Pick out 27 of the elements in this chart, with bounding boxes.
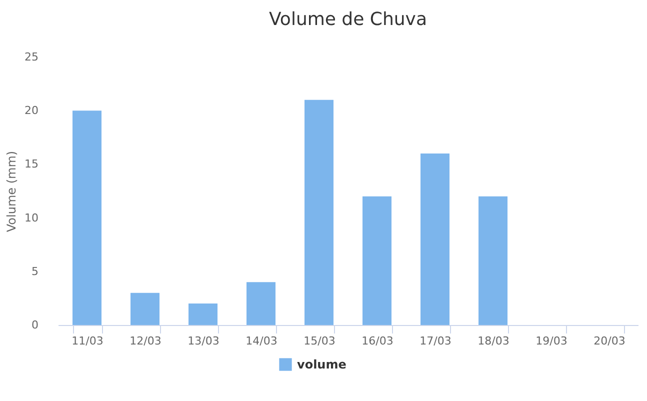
bar	[304, 100, 334, 325]
x-tick-label: 13/03	[188, 334, 220, 348]
bar	[478, 196, 508, 325]
x-tick-label: 12/03	[130, 334, 162, 348]
x-tick-label: 16/03	[362, 334, 394, 348]
bar	[130, 292, 160, 325]
x-tick-label: 20/03	[594, 334, 626, 348]
x-tick-label: 14/03	[246, 334, 278, 348]
y-tick-label: 0	[32, 318, 38, 332]
y-tick-label: 25	[24, 50, 38, 64]
bar	[362, 196, 392, 325]
x-tick-label: 11/03	[72, 334, 104, 348]
x-tick-label: 15/03	[304, 334, 336, 348]
y-tick-label: 20	[24, 104, 38, 118]
bar	[246, 282, 276, 325]
y-axis-title: Volume (mm)	[4, 150, 19, 232]
y-tick-label: 15	[24, 158, 38, 171]
y-tick-label: 10	[24, 211, 38, 224]
x-tick-label: 17/03	[420, 334, 452, 348]
bar	[72, 110, 102, 325]
y-tick-label: 5	[32, 264, 38, 278]
legend-label: volume	[297, 358, 346, 372]
bar	[188, 304, 218, 325]
bar	[420, 153, 450, 325]
x-tick-label: 18/03	[478, 334, 510, 348]
chart-title: Volume de Chuva	[269, 9, 427, 30]
x-tick-label: 19/03	[536, 334, 568, 348]
